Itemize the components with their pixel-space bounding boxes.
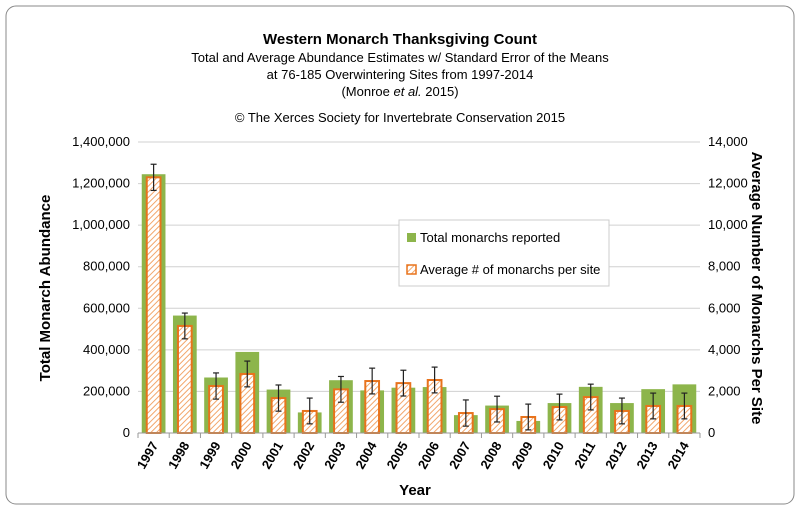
chart-copyright: © The Xerces Society for Invertebrate Co…	[235, 110, 565, 125]
legend-swatch-total	[407, 233, 416, 242]
bar-average	[176, 324, 193, 435]
y-tick-label: 0	[123, 425, 130, 440]
legend-label-average: Average # of monarchs per site	[420, 262, 600, 277]
y2-tick-label: 4,000	[708, 342, 741, 357]
legend-swatch-average	[406, 264, 417, 275]
bar-average	[145, 176, 162, 434]
chart-citation: (Monroe et al. 2015)	[341, 84, 458, 99]
y-tick-label: 1,000,000	[72, 217, 130, 232]
y2-tick-label: 0	[708, 425, 715, 440]
y2-tick-label: 6,000	[708, 300, 741, 315]
y-tick-label: 800,000	[83, 259, 130, 274]
y2-tick-label: 14,000	[708, 134, 748, 149]
y-tick-label: 200,000	[83, 383, 130, 398]
y-tick-label: 1,400,000	[72, 134, 130, 149]
y2-axis-label: Average Number of Monarchs Per Site	[748, 152, 765, 425]
y2-tick-label: 12,000	[708, 176, 748, 191]
y-tick-label: 400,000	[83, 342, 130, 357]
y-tick-label: 1,200,000	[72, 176, 130, 191]
y-axis-label: Total Monarch Abundance	[37, 195, 54, 382]
legend: Total monarchs reported Average # of mon…	[398, 219, 610, 287]
chart-subtitle-2: at 76-185 Overwintering Sites from 1997-…	[267, 67, 534, 82]
legend-label-total: Total monarchs reported	[420, 230, 560, 245]
y-tick-label: 600,000	[83, 300, 130, 315]
chart-title: Western Monarch Thanksgiving Count	[263, 31, 537, 48]
chart-subtitle-1: Total and Average Abundance Estimates w/…	[191, 50, 609, 65]
y2-tick-label: 2,000	[708, 383, 741, 398]
y2-tick-label: 10,000	[708, 217, 748, 232]
x-axis-label: Year	[399, 482, 431, 499]
y2-tick-label: 8,000	[708, 259, 741, 274]
